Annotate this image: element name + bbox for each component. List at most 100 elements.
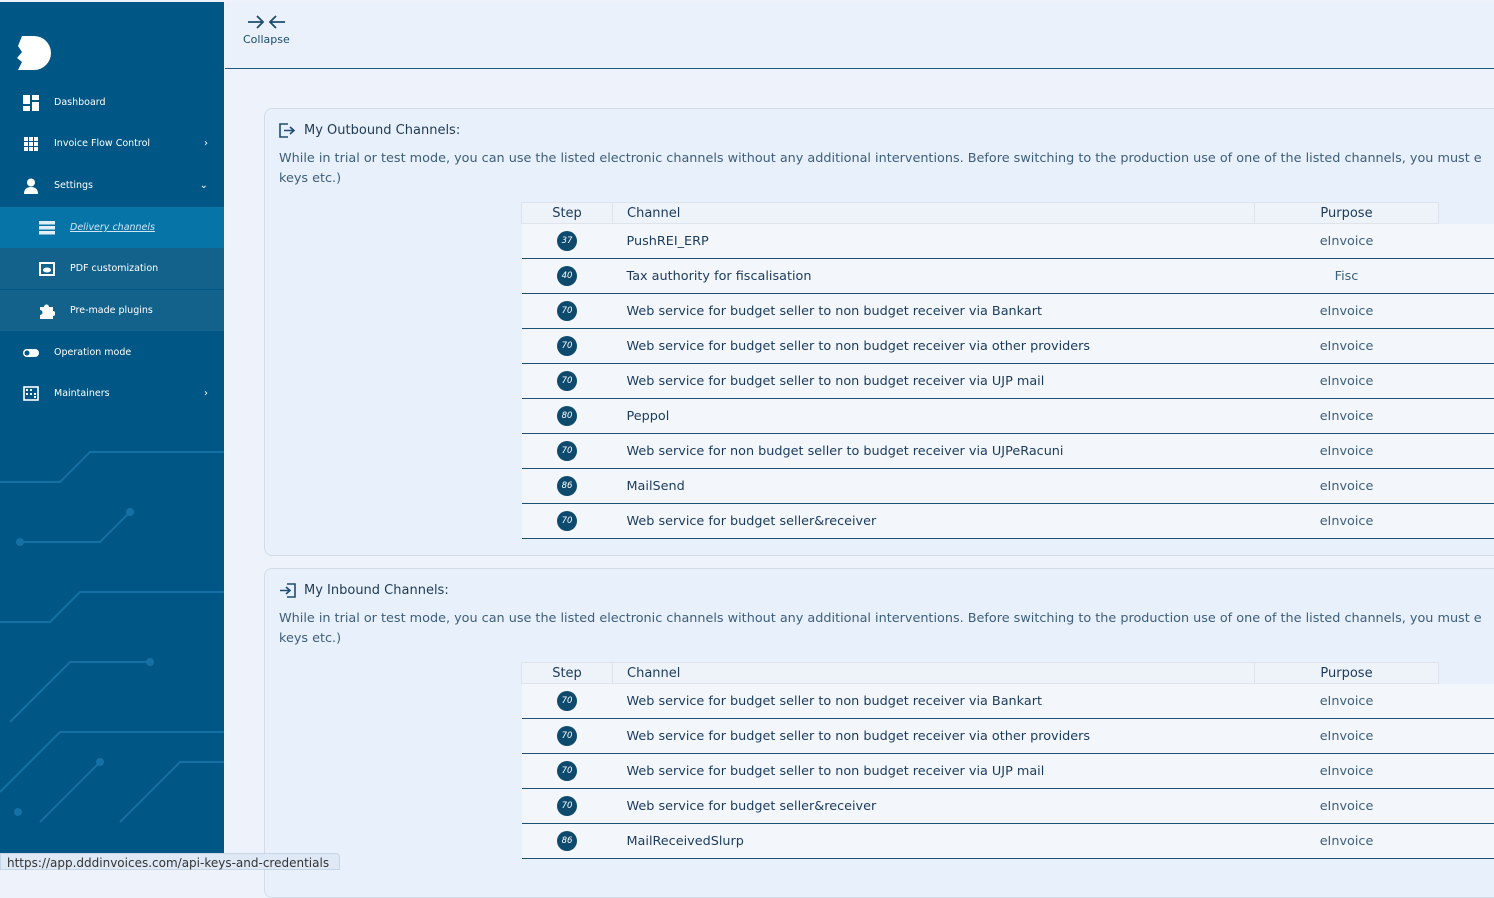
- purpose-cell: eInvoice: [1255, 789, 1439, 824]
- table-row[interactable]: 70 Web service for non budget seller to …: [522, 434, 1494, 469]
- panel-title: My Inbound Channels:: [304, 583, 449, 598]
- inbound-channels-panel: My Inbound Channels: While in trial or t…: [264, 568, 1494, 898]
- sidebar-item-label: Settings: [54, 180, 93, 191]
- row-filler: [1439, 434, 1494, 469]
- step-badge: 70: [557, 511, 577, 531]
- table-row[interactable]: 80 Peppol eInvoice: [522, 399, 1494, 434]
- column-header-step: Step: [522, 663, 613, 684]
- table-row[interactable]: 70 Web service for budget seller to non …: [522, 684, 1494, 719]
- circuit-decoration: [0, 422, 224, 842]
- table-row[interactable]: 86 MailReceivedSlurp eInvoice: [522, 824, 1494, 859]
- channel-cell[interactable]: Web service for budget seller&receiver: [613, 504, 1255, 539]
- sidebar-item-settings[interactable]: Settings ⌄: [0, 165, 224, 206]
- table-row[interactable]: 86 MailSend eInvoice: [522, 469, 1494, 504]
- row-filler: [1439, 719, 1494, 754]
- collapse-arrows-icon: [245, 14, 287, 30]
- step-badge: 70: [557, 796, 577, 816]
- table-row[interactable]: 70 Web service for budget seller to non …: [522, 719, 1494, 754]
- step-cell: 86: [522, 824, 613, 859]
- step-badge: 86: [557, 831, 577, 851]
- table-row[interactable]: 37 PushREI_ERP eInvoice: [522, 224, 1494, 259]
- step-badge: 40: [557, 266, 577, 286]
- channel-cell[interactable]: Web service for budget seller to non bud…: [613, 754, 1255, 789]
- sidebar-item-label: Operation mode: [54, 347, 131, 358]
- description-line: While in trial or test mode, you can use…: [279, 609, 1494, 629]
- row-filler: [1439, 294, 1494, 329]
- sidebar-item-label: Invoice Flow Control: [54, 138, 150, 149]
- step-badge: 70: [557, 726, 577, 746]
- table-row[interactable]: 70 Web service for budget seller to non …: [522, 294, 1494, 329]
- inbound-icon: [279, 583, 296, 598]
- channel-cell[interactable]: Web service for budget seller&receiver: [613, 789, 1255, 824]
- chevron-down-icon: ⌄: [200, 180, 208, 191]
- purpose-cell: eInvoice: [1255, 504, 1439, 539]
- channel-cell[interactable]: Web service for budget seller to non bud…: [613, 329, 1255, 364]
- purpose-cell: eInvoice: [1255, 754, 1439, 789]
- sidebar-item-pdf-customization[interactable]: PDF customization: [0, 248, 224, 289]
- inbound-table: Step Channel Purpose 70 Web service for …: [521, 662, 1494, 859]
- channel-cell[interactable]: Tax authority for fiscalisation: [613, 259, 1255, 294]
- sidebar-item-operation-mode[interactable]: Operation mode: [0, 332, 224, 373]
- top-bar: Collapse: [225, 2, 1494, 69]
- column-header-channel: Channel: [613, 663, 1255, 684]
- step-cell: 70: [522, 364, 613, 399]
- step-cell: 70: [522, 754, 613, 789]
- table-row[interactable]: 70 Web service for budget seller&receive…: [522, 789, 1494, 824]
- step-badge: 70: [557, 371, 577, 391]
- purpose-cell: eInvoice: [1255, 399, 1439, 434]
- table-row[interactable]: 70 Web service for budget seller to non …: [522, 754, 1494, 789]
- sidebar-item-label: Delivery channels: [70, 222, 155, 233]
- column-header-channel: Channel: [613, 203, 1255, 224]
- step-badge: 70: [557, 761, 577, 781]
- sidebar-item-maintainers[interactable]: Maintainers ›: [0, 373, 224, 414]
- purpose-cell: eInvoice: [1255, 719, 1439, 754]
- channel-cell[interactable]: Web service for non budget seller to bud…: [613, 434, 1255, 469]
- step-cell: 40: [522, 259, 613, 294]
- step-badge: 70: [557, 301, 577, 321]
- step-badge: 80: [557, 406, 577, 426]
- row-filler: [1439, 329, 1494, 364]
- row-filler: [1439, 224, 1494, 259]
- sidebar-item-invoice-flow-control[interactable]: Invoice Flow Control ›: [0, 123, 224, 164]
- channel-cell[interactable]: Web service for budget seller to non bud…: [613, 719, 1255, 754]
- channel-cell[interactable]: Web service for budget seller to non bud…: [613, 364, 1255, 399]
- channel-cell[interactable]: Web service for budget seller to non bud…: [613, 684, 1255, 719]
- step-cell: 70: [522, 504, 613, 539]
- puzzle-icon: [39, 303, 55, 319]
- row-filler: [1439, 469, 1494, 504]
- row-filler: [1439, 684, 1494, 719]
- toggle-icon: [23, 345, 39, 361]
- purpose-cell: eInvoice: [1255, 469, 1439, 504]
- step-cell: 70: [522, 684, 613, 719]
- outbound-channels-panel: My Outbound Channels: While in trial or …: [264, 108, 1494, 556]
- row-filler: [1439, 754, 1494, 789]
- step-cell: 70: [522, 329, 613, 364]
- table-row[interactable]: 70 Web service for budget seller to non …: [522, 329, 1494, 364]
- sidebar-item-dashboard[interactable]: Dashboard: [0, 82, 224, 123]
- step-badge: 70: [557, 336, 577, 356]
- channel-cell[interactable]: MailSend: [613, 469, 1255, 504]
- channel-cell[interactable]: MailReceivedSlurp: [613, 824, 1255, 859]
- sidebar-item-label: Pre-made plugins: [70, 305, 153, 316]
- column-header-purpose: Purpose: [1255, 663, 1439, 684]
- eye-icon: [39, 261, 55, 277]
- user-icon: [23, 178, 39, 194]
- collapse-button[interactable]: Collapse: [243, 14, 290, 46]
- table-row[interactable]: 70 Web service for budget seller to non …: [522, 364, 1494, 399]
- table-row[interactable]: 40 Tax authority for fiscalisation Fisc: [522, 259, 1494, 294]
- channel-cell[interactable]: Peppol: [613, 399, 1255, 434]
- list-icon: [39, 220, 55, 236]
- step-cell: 86: [522, 469, 613, 504]
- row-filler: [1439, 259, 1494, 294]
- column-header-step: Step: [522, 203, 613, 224]
- sidebar-item-delivery-channels[interactable]: Delivery channels: [0, 207, 224, 248]
- channel-cell[interactable]: Web service for budget seller to non bud…: [613, 294, 1255, 329]
- channel-cell[interactable]: PushREI_ERP: [613, 224, 1255, 259]
- purpose-cell: eInvoice: [1255, 224, 1439, 259]
- table-row[interactable]: 70 Web service for budget seller&receive…: [522, 504, 1494, 539]
- step-badge: 86: [557, 476, 577, 496]
- sidebar-item-pre-made-plugins[interactable]: Pre-made plugins: [0, 290, 224, 331]
- purpose-cell: Fisc: [1255, 259, 1439, 294]
- step-cell: 37: [522, 224, 613, 259]
- description-line: While in trial or test mode, you can use…: [279, 149, 1494, 169]
